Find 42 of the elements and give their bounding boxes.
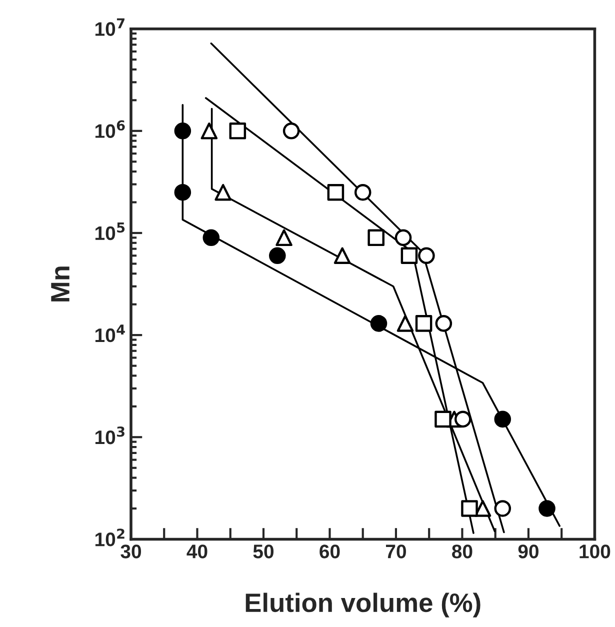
x-tick-label: 70 — [386, 544, 406, 558]
point — [396, 315, 414, 332]
point — [538, 500, 556, 517]
point — [418, 247, 435, 264]
point — [394, 229, 412, 246]
point — [174, 122, 192, 140]
point — [400, 247, 418, 264]
x-axis-title: Elution volume (%) — [246, 592, 480, 618]
point — [494, 410, 512, 428]
point — [202, 229, 220, 246]
x-tick-label: 40 — [186, 544, 208, 558]
point — [370, 315, 388, 332]
y-tick-label: 10$^{6}$ — [95, 120, 125, 138]
point — [174, 184, 192, 201]
point — [434, 410, 452, 428]
point — [282, 122, 300, 140]
x-tick-label: 90 — [518, 544, 538, 558]
point — [214, 184, 232, 201]
x-tick-label: 50 — [253, 544, 274, 558]
point — [435, 315, 452, 332]
x-tick-label: 100 — [580, 544, 610, 558]
x-tick-label: 30 — [120, 544, 142, 558]
point — [461, 500, 478, 517]
x-tick-label: 80 — [452, 544, 472, 558]
point — [354, 184, 372, 201]
point — [229, 122, 246, 140]
point — [368, 229, 384, 246]
y-tick-label: 10$^{3}$ — [95, 426, 124, 444]
y-tick-label: 10$^{4}$ — [95, 324, 125, 342]
y-axis-title: Mn — [51, 266, 70, 302]
point — [415, 315, 432, 332]
y-tick-label: 10$^{5}$ — [95, 222, 125, 240]
point — [474, 500, 492, 517]
point — [269, 247, 286, 264]
point — [276, 229, 292, 246]
y-tick-label: 10$^{7}$ — [95, 18, 124, 36]
point — [334, 247, 351, 264]
point — [494, 500, 512, 517]
point — [454, 410, 472, 428]
x-tick-label: 60 — [320, 544, 340, 558]
point — [327, 184, 344, 201]
point — [200, 122, 218, 140]
